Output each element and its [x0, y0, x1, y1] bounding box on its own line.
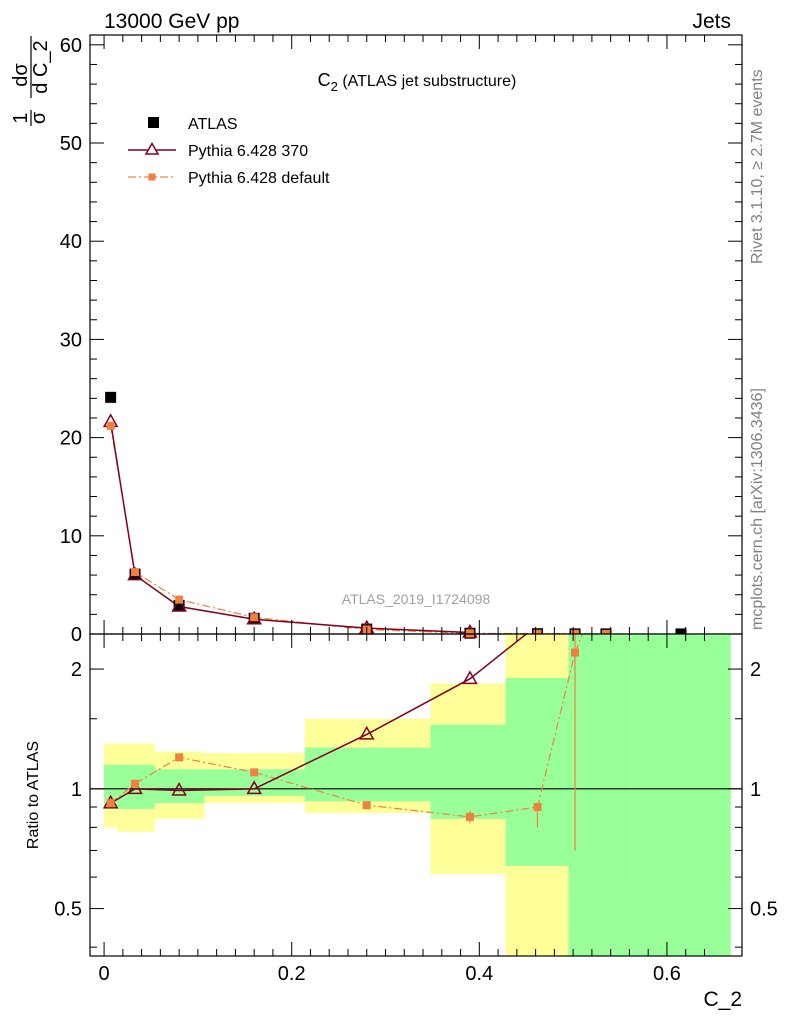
- header-left: 13000 GeV pp: [104, 10, 239, 33]
- ratio-point-pythia-default: [533, 803, 542, 812]
- title-subscript: 2: [331, 79, 338, 94]
- ratio-point-pythia-370: [171, 782, 187, 796]
- band-green: [631, 634, 731, 956]
- header-right: Jets: [692, 10, 731, 33]
- legend-pdef-marker: [148, 173, 156, 181]
- main-ytick-label: 0: [71, 624, 82, 646]
- legend-atlas-marker: [148, 117, 159, 128]
- title-rest: (ATLAS jet substructure): [338, 73, 516, 90]
- atlas-point: [173, 600, 185, 612]
- pythia-default-point: [465, 629, 474, 638]
- ratio-ytick-label-right: 1: [750, 779, 761, 801]
- legend-atlas-label: ATLAS: [188, 116, 238, 133]
- main-ylabel: 1 σ dσ d C_2: [10, 36, 52, 126]
- band-green: [505, 677, 569, 866]
- main-ytick-label: 10: [60, 526, 82, 548]
- ylabel-num1: 1: [10, 112, 32, 123]
- ratio-line-pythia-370: [110, 634, 527, 804]
- legend-p370-marker: [144, 141, 160, 155]
- ratio-point-pythia-default: [106, 799, 115, 808]
- ratio-point-pythia-default: [362, 801, 371, 810]
- ratio-point-pythia-370: [462, 670, 478, 685]
- ratio-point-pythia-370: [246, 780, 262, 795]
- main-axis-ticks: 0 10 20 30 40 50 60: [60, 35, 742, 646]
- ratio-panel: 0.5 0.5 1 1 2 2 0 0.2 0.4 0.6 Ratio to ATLAS C_2: [25, 633, 778, 1011]
- ratio-marks: [102, 634, 584, 851]
- mcplots-label: mcplots.cern.ch [arXiv:1306.3436]: [749, 388, 766, 630]
- xtick-label: 0: [99, 963, 110, 985]
- series-line-pythia-370: [109, 421, 470, 634]
- pythia-default-point: [175, 595, 184, 604]
- atlas-point: [105, 391, 117, 403]
- ratio-ytick-label: 1: [71, 779, 82, 801]
- band-green: [304, 747, 431, 802]
- main-ytick-label: 40: [60, 231, 82, 253]
- analysis-watermark: ATLAS_2019_I1724098: [342, 591, 491, 607]
- ratio-ylabel: Ratio to ATLAS: [25, 741, 42, 849]
- legend-pdef-label: Pythia 6.428 default: [188, 170, 330, 187]
- ratio-uncertainty-bands: [104, 634, 731, 956]
- ratio-ytick-label: 0.5: [54, 899, 82, 921]
- ylabel-den2: d C_2: [30, 40, 52, 93]
- ratio-point-pythia-default: [250, 768, 259, 777]
- xtick-label: 0.2: [278, 963, 306, 985]
- ratio-point-pythia-370: [358, 725, 375, 740]
- band-green: [580, 634, 632, 956]
- ratio-point-pythia-default: [131, 779, 140, 788]
- pythia-default-point: [250, 613, 259, 622]
- band-green: [430, 724, 506, 819]
- ratio-point-pythia-default: [175, 753, 184, 762]
- main-ytick-label: 20: [60, 428, 82, 450]
- legend-p370-label: Pythia 6.428 370: [188, 143, 308, 160]
- xtick-label: 0.4: [465, 963, 493, 985]
- rivet-version-label: Rivet 3.1.10, ≥ 2.7M events: [749, 69, 766, 264]
- pythia-default-point: [131, 568, 140, 577]
- ylabel-num2: dσ: [10, 63, 32, 87]
- ratio-point-pythia-default: [571, 648, 580, 657]
- ratio-point-pythia-default: [465, 812, 474, 821]
- title-main: C: [318, 70, 331, 90]
- legend: ATLAS Pythia 6.428 370 Pythia 6.428 defa…: [128, 116, 330, 187]
- ratio-ytick-label-right: 2: [750, 659, 761, 681]
- ratio-axis-ticks: 0.5 0.5 1 1 2 2 0 0.2 0.4 0.6: [54, 634, 778, 985]
- main-title: C2 (ATLAS jet substructure): [318, 70, 517, 94]
- main-ytick-label: 30: [60, 329, 82, 351]
- ratio-ytick-label-right: 0.5: [750, 899, 778, 921]
- band-green: [104, 764, 118, 809]
- main-ytick-label: 50: [60, 133, 82, 155]
- x-axis-label: C_2: [703, 988, 742, 1011]
- main-ytick-label: 60: [60, 35, 82, 57]
- ratio-ytick-label: 2: [71, 659, 82, 681]
- ylabel-den1: σ: [28, 111, 50, 124]
- band-green: [154, 769, 205, 804]
- main-panel: 0 10 20 30 40 50 60 C2 (ATLAS jet substructure…: [10, 34, 743, 646]
- pythia-370-point: [171, 597, 187, 612]
- xtick-label: 0.6: [653, 963, 681, 985]
- pythia-default-point: [106, 421, 115, 430]
- ratio-frame: [89, 633, 743, 957]
